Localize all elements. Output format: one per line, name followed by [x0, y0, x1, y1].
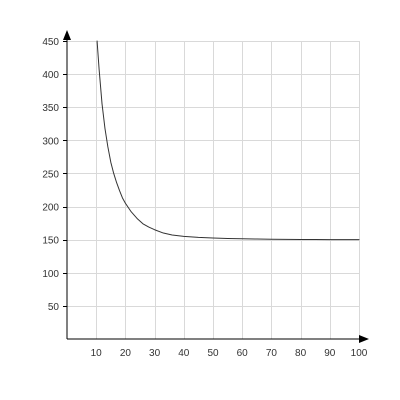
- x-tick-label: 20: [120, 348, 132, 359]
- x-axis-arrow: [359, 335, 369, 343]
- series: [96, 40, 360, 241]
- axes: [63, 30, 369, 343]
- y-tick-label: 400: [42, 70, 59, 81]
- x-tick-label: 80: [295, 348, 307, 359]
- x-tick-label: 60: [237, 348, 249, 359]
- tick-labels: 10 20 30 40 50 60 70 80 90 100 50 100 150 200 250 300 35…: [42, 37, 367, 359]
- y-tick-label: 350: [42, 103, 59, 114]
- y-tick-label: 50: [48, 302, 60, 313]
- x-tick-label: 30: [149, 348, 161, 359]
- y-tick-label: 100: [42, 269, 59, 280]
- y-tick-label: 300: [42, 136, 59, 147]
- grid: [63, 41, 360, 339]
- y-tick-label: 150: [42, 236, 59, 247]
- y-tick-label: 200: [42, 203, 59, 214]
- x-tick-label: 40: [178, 348, 190, 359]
- y-axis-arrow: [63, 30, 71, 40]
- series-line-0: [96, 40, 360, 241]
- x-tick-label: 10: [91, 348, 103, 359]
- y-tick-label: 450: [42, 37, 59, 48]
- y-tick-label: 250: [42, 169, 59, 180]
- x-tick-label: 70: [266, 348, 278, 359]
- x-tick-label: 100: [351, 348, 368, 359]
- x-tick-label: 50: [207, 348, 219, 359]
- x-tick-label: 90: [324, 348, 336, 359]
